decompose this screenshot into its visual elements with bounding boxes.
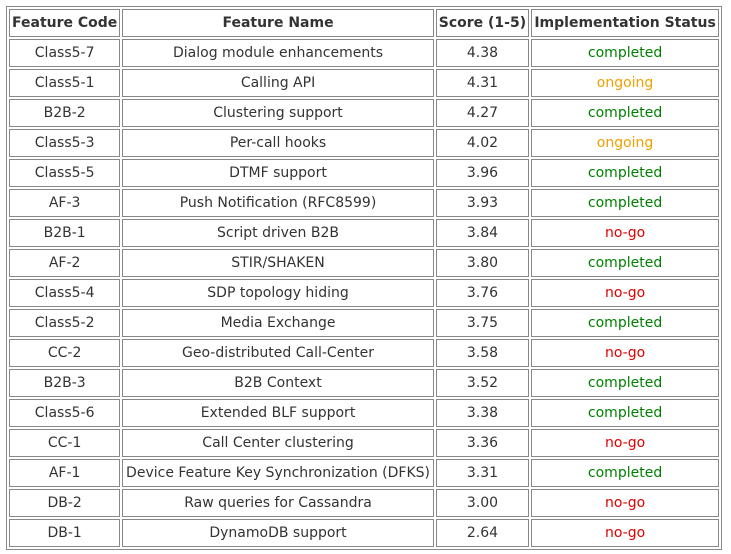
table-row: B2B-3 B2B Context 3.52 completed bbox=[9, 369, 719, 397]
table-row: B2B-2 Clustering support 4.27 completed bbox=[9, 99, 719, 127]
feature-code: AF-3 bbox=[9, 189, 121, 217]
table-row: Class5-7 Dialog module enhancements 4.38 co… bbox=[9, 39, 719, 67]
table-row: Class5-4 SDP topology hiding 3.76 no-go bbox=[9, 279, 719, 307]
status: completed bbox=[531, 399, 719, 427]
feature-code: Class5-2 bbox=[9, 309, 121, 337]
feature-name: Device Feature Key Synchronization (DFKS… bbox=[122, 459, 434, 487]
feature-code: Class5-7 bbox=[9, 39, 121, 67]
feature-code: CC-1 bbox=[9, 429, 121, 457]
score: 3.52 bbox=[435, 369, 530, 397]
score: 3.80 bbox=[435, 249, 530, 277]
header-cell: Feature Name bbox=[122, 9, 434, 37]
feature-code: DB-2 bbox=[9, 489, 121, 517]
header-cell: Feature Code bbox=[9, 9, 121, 37]
score: 3.36 bbox=[435, 429, 530, 457]
status: no-go bbox=[531, 339, 719, 367]
feature-name: Call Center clustering bbox=[122, 429, 434, 457]
feature-code: B2B-3 bbox=[9, 369, 121, 397]
feature-name: Geo-distributed Call-Center bbox=[122, 339, 434, 367]
feature-name: STIR/SHAKEN bbox=[122, 249, 434, 277]
header-cell: Implementation Status bbox=[531, 9, 719, 37]
score: 3.58 bbox=[435, 339, 530, 367]
feature-name: Script driven B2B bbox=[122, 219, 434, 247]
table-row: AF-3 Push Notification (RFC8599) 3.93 compl… bbox=[9, 189, 719, 217]
status: completed bbox=[531, 369, 719, 397]
score: 3.38 bbox=[435, 399, 530, 427]
score: 3.84 bbox=[435, 219, 530, 247]
status: completed bbox=[531, 159, 719, 187]
score: 3.96 bbox=[435, 159, 530, 187]
header-row: Feature Code Feature Name Score (1-5) Imple… bbox=[9, 9, 719, 37]
feature-name: DynamoDB support bbox=[122, 519, 434, 547]
feature-code: B2B-2 bbox=[9, 99, 121, 127]
table-row: Class5-3 Per-call hooks 4.02 ongoing bbox=[9, 129, 719, 157]
table-row: AF-2 STIR/SHAKEN 3.80 completed bbox=[9, 249, 719, 277]
feature-code: B2B-1 bbox=[9, 219, 121, 247]
status: completed bbox=[531, 189, 719, 217]
status: no-go bbox=[531, 279, 719, 307]
feature-code: DB-1 bbox=[9, 519, 121, 547]
status: no-go bbox=[531, 429, 719, 457]
table-row: B2B-1 Script driven B2B 3.84 no-go bbox=[9, 219, 719, 247]
feature-name: B2B Context bbox=[122, 369, 434, 397]
status: no-go bbox=[531, 489, 719, 517]
table-row: Class5-6 Extended BLF support 3.38 complete… bbox=[9, 399, 719, 427]
score: 3.75 bbox=[435, 309, 530, 337]
feature-code: Class5-6 bbox=[9, 399, 121, 427]
status: ongoing bbox=[531, 69, 719, 97]
feature-name: DTMF support bbox=[122, 159, 434, 187]
score: 3.00 bbox=[435, 489, 530, 517]
table-row: DB-1 DynamoDB support 2.64 no-go bbox=[9, 519, 719, 547]
feature-name: Media Exchange bbox=[122, 309, 434, 337]
table-row: DB-2 Raw queries for Cassandra 3.00 no-go bbox=[9, 489, 719, 517]
status: no-go bbox=[531, 519, 719, 547]
table-row: Class5-1 Calling API 4.31 ongoing bbox=[9, 69, 719, 97]
feature-code: Class5-3 bbox=[9, 129, 121, 157]
feature-name: SDP topology hiding bbox=[122, 279, 434, 307]
feature-code: AF-1 bbox=[9, 459, 121, 487]
feature-code: Class5-5 bbox=[9, 159, 121, 187]
feature-name: Per-call hooks bbox=[122, 129, 434, 157]
score: 4.02 bbox=[435, 129, 530, 157]
feature-table: Feature Code Feature Name Score (1-5) Imple… bbox=[6, 6, 722, 550]
feature-name: Raw queries for Cassandra bbox=[122, 489, 434, 517]
table-row: CC-1 Call Center clustering 3.36 no-go bbox=[9, 429, 719, 457]
feature-name: Calling API bbox=[122, 69, 434, 97]
feature-name: Extended BLF support bbox=[122, 399, 434, 427]
status: completed bbox=[531, 99, 719, 127]
status: completed bbox=[531, 309, 719, 337]
table-row: AF-1 Device Feature Key Synchronization (… bbox=[9, 459, 719, 487]
status: completed bbox=[531, 459, 719, 487]
table-row: CC-2 Geo-distributed Call-Center 3.58 no-go bbox=[9, 339, 719, 367]
feature-code: CC-2 bbox=[9, 339, 121, 367]
score: 3.93 bbox=[435, 189, 530, 217]
score: 4.31 bbox=[435, 69, 530, 97]
feature-code: AF-2 bbox=[9, 249, 121, 277]
score: 3.31 bbox=[435, 459, 530, 487]
table-row: Class5-2 Media Exchange 3.75 completed bbox=[9, 309, 719, 337]
score: 3.76 bbox=[435, 279, 530, 307]
status: completed bbox=[531, 249, 719, 277]
feature-code: Class5-1 bbox=[9, 69, 121, 97]
feature-name: Dialog module enhancements bbox=[122, 39, 434, 67]
feature-name: Clustering support bbox=[122, 99, 434, 127]
feature-code: Class5-4 bbox=[9, 279, 121, 307]
score: 2.64 bbox=[435, 519, 530, 547]
feature-name: Push Notification (RFC8599) bbox=[122, 189, 434, 217]
status: no-go bbox=[531, 219, 719, 247]
status: ongoing bbox=[531, 129, 719, 157]
header-cell: Score (1-5) bbox=[435, 9, 530, 37]
score: 4.38 bbox=[435, 39, 530, 67]
score: 4.27 bbox=[435, 99, 530, 127]
status: completed bbox=[531, 39, 719, 67]
table-row: Class5-5 DTMF support 3.96 completed bbox=[9, 159, 719, 187]
